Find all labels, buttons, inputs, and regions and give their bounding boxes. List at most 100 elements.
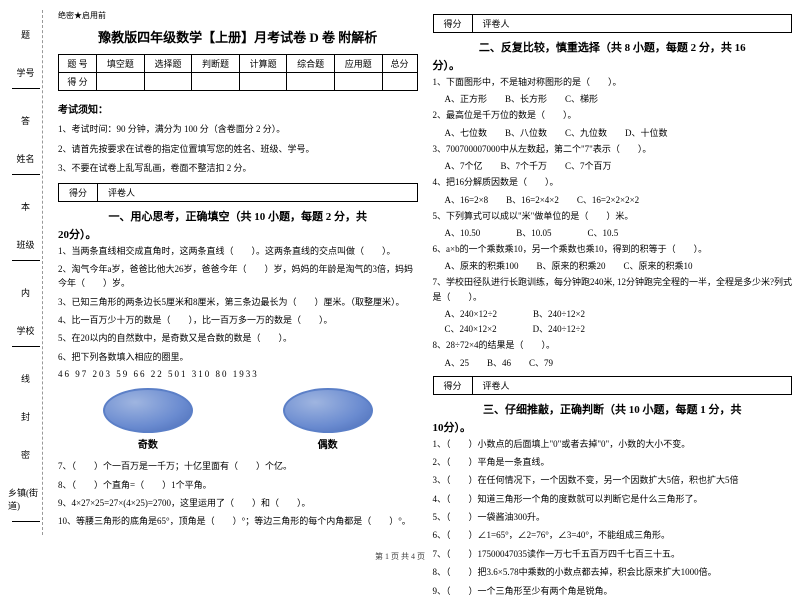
notice-heading: 考试须知： [58,101,418,116]
td[interactable] [382,73,417,91]
left-column: 绝密★启用前 豫教版四年级数学【上册】月考试卷 D 卷 附解析 题 号 填空题 … [58,10,418,545]
question: 6、把下列各数填入相应的圈里。 [58,350,418,364]
odd-label: 奇数 [103,436,193,451]
field-class: 班级 [12,238,40,261]
td[interactable] [192,73,240,91]
options: C、240×12×2 D、240÷12÷2 [445,322,793,335]
score-label: 得分 [434,15,473,32]
notice-item: 2、请首先按要求在试卷的指定位置填写您的姓名、班级、学号。 [58,143,418,157]
question: 7、学校田径队进行长跑训练，每分钟跑240米, 12分钟跑完全程的一半，全程是多… [433,275,793,304]
number-list: 46 97 203 59 66 22 501 310 80 1933 [58,369,418,379]
table-row: 得 分 [59,73,418,91]
grader-label: 评卷人 [473,377,520,394]
question: 1、当两条直线相交成直角时，这两条直线（ ）。这两条直线的交点叫做（ ）。 [58,244,418,258]
question: 8、28÷72×4的结果是（ ）。 [433,338,793,352]
question: 3、700700007000中从左数起，第二个"7"表示（ ）。 [433,142,793,156]
question: 8、（ ）把3.6×5.78中乘数的小数点都去掉，积会比原来扩大1000倍。 [433,565,793,579]
question: 4、把16分解质因数是（ ）。 [433,175,793,189]
question: 3、（ ）在任何情况下，一个因数不变，另一个因数扩大5倍，积也扩大5倍 [433,473,793,487]
options: A、正方形 B、长方形 C、梯形 [445,92,793,105]
question: 2、最高位是千万位的数是（ ）。 [433,108,793,122]
question: 5、（ ）一袋酱油300升。 [433,510,793,524]
binding-mark: 封 [21,410,30,423]
options: A、25 B、46 C、79 [445,356,793,369]
th: 选择题 [144,55,192,73]
question: 9、4×27×25=27×(4×25)=2700，这里运用了（ ）和（ ）。 [58,496,418,510]
question: 5、在20以内的自然数中，是奇数又是合数的数是（ ）。 [58,331,418,345]
score-label: 得分 [59,184,98,201]
binding-column: 题 学号 答 姓名 本 班级 内 学校 线 封 密 乡镇(街道) [8,15,43,535]
field-name: 姓名 [12,152,40,175]
question: 1、下面图形中，不是轴对称图形的是（ ）。 [433,75,793,89]
section-1-cont: 20分）。 [58,226,418,242]
options: A、10.50 B、10.05 C、10.5 [445,226,793,239]
binding-mark: 题 [21,28,30,41]
td[interactable] [97,73,145,91]
grader-label: 评卷人 [98,184,145,201]
question: 2、（ ）平角是一条直线。 [433,455,793,469]
options: A、七位数 B、八位数 C、九位数 D、十位数 [445,126,793,139]
question: 1、（ ）小数点的后面填上"0"或者去掉"0"，小数的大小不变。 [433,437,793,451]
notice-item: 1、考试时间：90 分钟，满分为 100 分（含卷面分 2 分）。 [58,123,418,137]
field-township: 乡镇(街道) [8,486,43,522]
field-school: 学校 [12,324,40,347]
section-3-title: 三、仔细推敲，正确判断（共 10 小题，每题 1 分，共 [433,401,793,417]
td[interactable] [239,73,287,91]
section-1-title: 一、用心思考，正确填空（共 10 小题，每题 2 分，共 [58,208,418,224]
grader-label: 评卷人 [473,15,520,32]
even-label: 偶数 [283,436,373,451]
td[interactable] [287,73,335,91]
question: 6、（ ）∠1=65°，∠2=76°，∠3=40°，不能组成三角形。 [433,528,793,542]
options: A、240×12÷2 B、240÷12×2 [445,307,793,320]
binding-mark: 本 [21,200,30,213]
scorer-box: 得分 评卷人 [433,14,793,33]
question: 4、（ ）知道三角形一个角的度数就可以判断它是什么三角形了。 [433,492,793,506]
question: 10、等腰三角形的底角是65°，顶角是（ ）°；等边三角形的每个内角都是（ ）°… [58,514,418,528]
binding-mark: 线 [21,372,30,385]
question: 6、a×b的一个乘数乘10，另一个乘数也乘10，得到的积等于（ ）。 [433,242,793,256]
section-2-cont: 分）。 [433,57,793,73]
table-row: 题 号 填空题 选择题 判断题 计算题 综合题 应用题 总分 [59,55,418,73]
td[interactable] [334,73,382,91]
section-3-cont: 10分）。 [433,419,793,435]
venn-ovals: 奇数 偶数 [58,388,418,451]
score-table: 题 号 填空题 选择题 判断题 计算题 综合题 应用题 总分 得 分 [58,54,418,91]
td: 得 分 [59,73,97,91]
oval-shape[interactable] [283,388,373,433]
even-oval: 偶数 [283,388,373,451]
th: 计算题 [239,55,287,73]
scorer-box: 得分 评卷人 [433,376,793,395]
right-column: 得分 评卷人 二、反复比较，慎重选择（共 8 小题，每题 2 分，共 16 分）… [433,10,793,545]
binding-mark: 密 [21,448,30,461]
question: 3、已知三角形的两条边长5厘米和8厘米，第三条边最长为（ ）厘米。（取整厘米）。 [58,295,418,309]
th: 综合题 [287,55,335,73]
th: 应用题 [334,55,382,73]
binding-mark: 内 [21,286,30,299]
question: 4、比一百万少十万的数是（ ），比一百万多一万的数是（ ）。 [58,313,418,327]
page-footer: 第 1 页 共 4 页 [0,551,800,562]
question: 5、下列算式可以成以"米"做单位的是（ ）米。 [433,209,793,223]
scorer-box: 得分 评卷人 [58,183,418,202]
binding-mark: 答 [21,114,30,127]
question: 2、淘气今年a岁，爸爸比他大26岁，爸爸今年（ ）岁，妈妈的年龄是淘气的3倍，妈… [58,262,418,291]
options: A、原来的积乘100 B、原来的积乘20 C、原来的积乘10 [445,259,793,272]
options: A、16=2×8 B、16=2×4×2 C、16=2×2×2×2 [445,193,793,206]
content-area: 绝密★启用前 豫教版四年级数学【上册】月考试卷 D 卷 附解析 题 号 填空题 … [50,0,800,545]
th: 题 号 [59,55,97,73]
binding-margin: 题 学号 答 姓名 本 班级 内 学校 线 封 密 乡镇(街道) [0,0,50,545]
td[interactable] [144,73,192,91]
th: 总分 [382,55,417,73]
oval-shape[interactable] [103,388,193,433]
secret-label: 绝密★启用前 [58,10,418,21]
question: 8、（ ）个直角=（ ）1个平角。 [58,478,418,492]
odd-oval: 奇数 [103,388,193,451]
question: 9、（ ）一个三角形至少有两个角是锐角。 [433,584,793,598]
notice-item: 3、不要在试卷上乱写乱画，卷面不整洁扣 2 分。 [58,162,418,176]
options: A、7个亿 B、7个千万 C、7个百万 [445,159,793,172]
th: 填空题 [97,55,145,73]
score-label: 得分 [434,377,473,394]
section-2-title: 二、反复比较，慎重选择（共 8 小题，每题 2 分，共 16 [433,39,793,55]
exam-title: 豫教版四年级数学【上册】月考试卷 D 卷 附解析 [58,27,418,46]
field-student-id: 学号 [12,66,40,89]
question: 7、（ ）个一百万是一千万；十亿里面有（ ）个亿。 [58,459,418,473]
